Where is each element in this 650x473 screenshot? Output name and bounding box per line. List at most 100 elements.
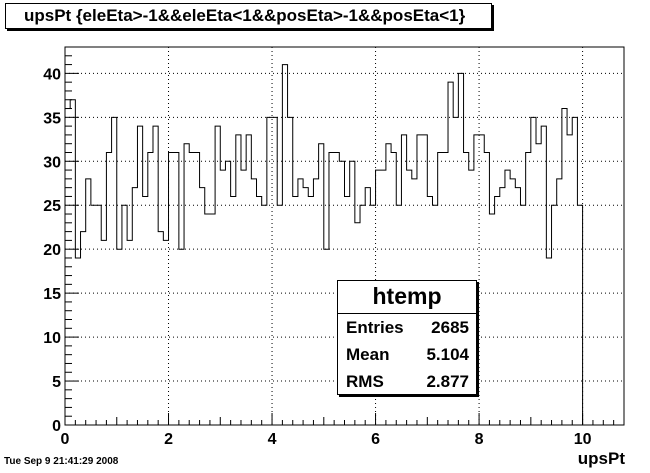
histogram-bin — [96, 205, 101, 425]
histogram-bin — [246, 135, 251, 425]
y-tick-label: 20 — [43, 242, 61, 259]
histogram-bin — [319, 144, 324, 425]
histogram-bin — [526, 152, 531, 425]
stats-entries-value: 2685 — [431, 318, 469, 337]
histogram-bin — [184, 144, 189, 425]
histogram-bin — [70, 100, 75, 425]
histogram-bin — [241, 170, 246, 425]
histogram-bin — [220, 170, 225, 425]
histogram-bin — [479, 135, 484, 425]
histogram-bin — [500, 188, 505, 425]
x-tick-label: 8 — [475, 431, 484, 448]
histogram-bin — [148, 152, 153, 425]
histogram-bin — [158, 232, 163, 425]
stats-row-rms: RMS 2.877 — [338, 368, 476, 395]
histogram-bin — [174, 152, 179, 425]
histogram-bin — [231, 196, 236, 425]
histogram-bin — [282, 65, 287, 425]
y-tick-label: 0 — [52, 418, 61, 435]
histogram-outline — [65, 64, 624, 426]
histogram-bin — [510, 179, 515, 425]
plot-title-text: upsPt {eleEta>-1&&eleEta<1&&posEta>-1&&p… — [24, 6, 466, 25]
histogram-bin — [112, 117, 117, 425]
histogram-bin — [267, 117, 272, 425]
stats-rms-label: RMS — [346, 372, 384, 391]
histogram-bin — [546, 258, 551, 425]
histogram-bin — [205, 214, 210, 425]
histogram-bin — [179, 249, 184, 425]
histogram-bin — [572, 117, 577, 425]
y-tick-label: 30 — [43, 154, 61, 171]
histogram-bin — [293, 196, 298, 425]
histogram-bin — [277, 205, 282, 425]
histogram-bin — [251, 179, 256, 425]
x-tick-label: 4 — [268, 431, 277, 448]
histogram-bin — [163, 240, 168, 425]
histogram-bin — [169, 152, 174, 425]
stats-name: htemp — [338, 281, 476, 314]
histogram-bin — [577, 205, 582, 425]
y-tick-label: 15 — [43, 286, 61, 303]
histogram-bin — [562, 109, 567, 425]
histogram-bin — [127, 240, 132, 425]
stats-box: htemp Entries 2685 Mean 5.104 RMS 2.877 — [337, 280, 477, 395]
histogram-bin — [308, 196, 313, 425]
y-tick-label: 40 — [43, 66, 61, 83]
stats-rms-value: 2.877 — [426, 372, 469, 391]
histogram-bin — [541, 126, 546, 425]
histogram-bin — [194, 152, 199, 425]
histogram-bin — [106, 152, 111, 425]
histogram-bin — [272, 117, 277, 425]
histogram-bin — [262, 205, 267, 425]
histogram-bin — [137, 126, 142, 425]
histogram-bin — [200, 188, 205, 425]
stats-mean-label: Mean — [346, 345, 390, 364]
histogram-bin — [81, 232, 86, 425]
histogram-bin — [122, 205, 127, 425]
histogram-bin — [215, 126, 220, 425]
stats-mean-value: 5.104 — [426, 345, 469, 364]
histogram-bin — [495, 196, 500, 425]
histogram-bin — [520, 205, 525, 425]
histogram-bin — [86, 179, 91, 425]
histogram-bin — [329, 152, 334, 425]
histogram-bin — [236, 135, 241, 425]
histogram-bin — [288, 117, 293, 425]
histogram-bin — [303, 188, 308, 425]
stats-row-mean: Mean 5.104 — [338, 341, 476, 368]
histogram-bin — [324, 249, 329, 425]
histogram-bin — [143, 196, 148, 425]
histogram-bin — [189, 152, 194, 425]
histogram-bin — [75, 258, 80, 425]
y-tick-label: 5 — [52, 374, 61, 391]
histogram-bin — [225, 161, 230, 425]
x-tick-label: 10 — [574, 431, 592, 448]
y-tick-label: 35 — [43, 110, 61, 127]
histogram-bin — [117, 249, 122, 425]
x-tick-label: 0 — [61, 431, 70, 448]
histogram-bin — [489, 214, 494, 425]
timestamp: Tue Sep 9 21:41:29 2008 — [4, 456, 119, 467]
stats-entries-label: Entries — [346, 318, 404, 337]
histogram-bin — [298, 179, 303, 425]
histogram-bin — [515, 188, 520, 425]
histogram-bin — [531, 117, 536, 425]
histogram-bin — [210, 214, 215, 425]
stats-row-entries: Entries 2685 — [338, 314, 476, 341]
histogram-bin — [101, 240, 106, 425]
x-tick-label: 2 — [164, 431, 173, 448]
axis-layer: 0 2 4 6 8 10 0 5 10 15 20 25 30 35 40 — [43, 46, 625, 448]
histogram-bin — [552, 205, 557, 425]
histogram-bin — [484, 152, 489, 425]
histogram-bin — [505, 170, 510, 425]
x-axis-title: upsPt — [577, 449, 625, 468]
histogram-bin — [153, 126, 158, 425]
histogram-bin — [132, 188, 137, 425]
histogram-bin — [567, 135, 572, 425]
y-tick-label: 25 — [43, 198, 61, 215]
plot-title: upsPt {eleEta>-1&&eleEta<1&&posEta>-1&&p… — [5, 3, 492, 29]
histogram-bin — [91, 205, 96, 425]
histogram-layer — [65, 64, 624, 426]
